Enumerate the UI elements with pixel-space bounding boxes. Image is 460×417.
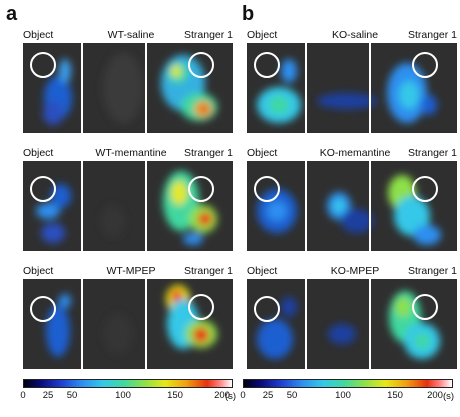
colorbar-unit-b: (s) [443,391,455,402]
colorbar-unit-a: (s) [225,391,237,402]
condition-label: KO-saline [331,29,379,41]
colorbar-a: 0 25 50 100 150 200 [20,379,233,401]
tick-label: 100 [335,390,351,401]
tick-label: 150 [167,390,183,401]
condition-label: KO-MPEP [330,265,380,277]
stranger-label: Stranger 1 [183,29,233,41]
stranger-label: Stranger 1 [407,147,457,159]
tick-label: 0 [240,390,246,401]
colorbar-gradient [243,379,453,388]
tick-label: 25 [262,390,274,401]
condition-label: WT-memantine [95,147,167,159]
heatmap-ko-memantine: Object KO-memantine Stranger 1 [247,146,457,251]
arena-heatmap [247,279,457,369]
stranger-label: Stranger 1 [407,265,457,277]
arena-heatmap [23,43,233,133]
tick-label: 200 [214,390,230,401]
arena-heatmap [23,279,233,369]
tick-label: 100 [115,390,131,401]
heatmap-wt-saline: Object WT-saline Stranger 1 [23,28,233,133]
object-label: Object [23,147,54,159]
arena-heatmap [247,161,457,251]
stranger-label: Stranger 1 [407,29,457,41]
colorbar-gradient [23,379,233,388]
object-label: Object [247,147,278,159]
condition-label: KO-memantine [319,147,391,159]
arena-heatmap [23,161,233,251]
stranger-label: Stranger 1 [183,265,233,277]
colorbar-b: 0 25 50 100 150 200 [240,379,453,401]
stranger-label: Stranger 1 [183,147,233,159]
heatmap-ko-saline: Object KO-saline Stranger 1 [247,28,457,133]
heatmap-ko-mpep: Object KO-MPEP Stranger 1 [247,264,457,369]
tick-label: 25 [42,390,54,401]
tick-label: 0 [20,390,26,401]
object-label: Object [247,29,278,41]
tick-label: 50 [66,390,78,401]
condition-label: WT-MPEP [106,265,156,277]
tick-label: 50 [286,390,298,401]
tick-label: 150 [387,390,403,401]
heatmap-wt-memantine: Object WT-memantine Stranger 1 [23,146,233,251]
object-label: Object [23,265,54,277]
object-label: Object [23,29,54,41]
arena-heatmap [247,43,457,133]
object-label: Object [247,265,278,277]
condition-label: WT-saline [107,29,155,41]
heatmap-wt-mpep: Object WT-MPEP Stranger 1 [23,264,233,369]
panel-letter-a: a [6,3,18,25]
panel-letter-b: b [242,3,255,25]
tick-label: 200 [427,390,443,401]
